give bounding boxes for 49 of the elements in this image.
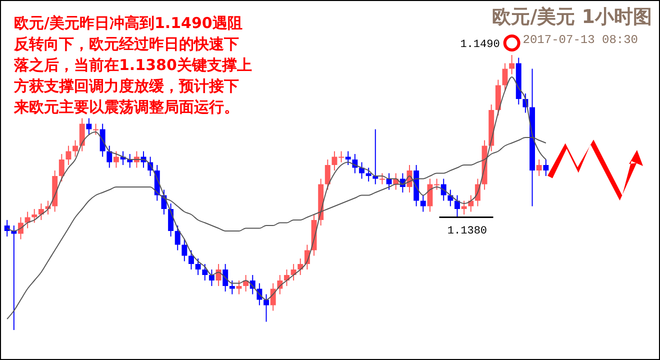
candlestick bbox=[188, 250, 194, 270]
candlestick bbox=[195, 258, 201, 276]
candlestick bbox=[202, 264, 208, 281]
candlestick bbox=[127, 154, 133, 168]
candlestick bbox=[386, 172, 392, 190]
candlestick bbox=[509, 54, 515, 75]
candlestick bbox=[79, 118, 85, 152]
candlestick bbox=[420, 194, 426, 212]
candlestick bbox=[229, 280, 235, 295]
candlestick bbox=[86, 118, 92, 136]
text: 2017-07-13 08:30 bbox=[522, 33, 638, 47]
candlestick bbox=[168, 203, 174, 237]
candlestick bbox=[345, 150, 351, 166]
candlestick bbox=[440, 178, 446, 202]
candlestick bbox=[182, 238, 188, 262]
candlestick bbox=[379, 172, 385, 185]
candlestick bbox=[264, 294, 269, 322]
chart-title: 欧元/美元 1小时图 bbox=[492, 6, 652, 28]
candlestick bbox=[58, 154, 64, 182]
text: 1.1490 bbox=[460, 39, 500, 51]
candlestick bbox=[216, 264, 222, 286]
candlestick bbox=[208, 269, 214, 286]
candlestick bbox=[66, 145, 72, 166]
candlestick bbox=[454, 194, 460, 218]
candlestick bbox=[372, 128, 378, 185]
candlestick bbox=[32, 208, 38, 224]
candlestick bbox=[324, 159, 330, 190]
candlestick bbox=[543, 159, 549, 176]
candlestick bbox=[468, 194, 474, 212]
candlestick bbox=[236, 280, 242, 295]
candlestick bbox=[113, 150, 119, 168]
candlestick bbox=[270, 282, 276, 312]
candlestick bbox=[93, 123, 98, 136]
candlestick bbox=[72, 140, 78, 158]
candlestick bbox=[352, 154, 358, 174]
candlestick bbox=[11, 225, 17, 330]
candlestick bbox=[106, 145, 112, 168]
candlestick bbox=[536, 159, 542, 176]
candlestick bbox=[502, 62, 508, 92]
candlestick bbox=[222, 264, 228, 292]
candlestick bbox=[366, 167, 372, 182]
candlestick bbox=[174, 225, 180, 251]
candlestick bbox=[4, 220, 10, 237]
candlestick bbox=[100, 123, 106, 158]
candlestick bbox=[448, 189, 454, 207]
annotation: 欧元/美元昨日冲高到1.1490遇阻反转向下，欧元经过昨日的快速下落之后，当前在1.1380关键支撑上方获支撑回调力度放缓，预计接下来欧元主要以震荡调整局面运行。 bbox=[13, 14, 252, 116]
candlestick bbox=[461, 200, 467, 215]
candlestick bbox=[359, 162, 364, 180]
annotation: 1.1380 bbox=[447, 225, 488, 238]
